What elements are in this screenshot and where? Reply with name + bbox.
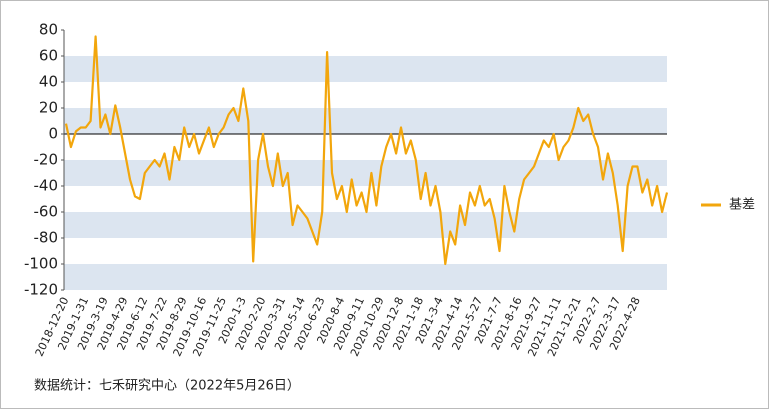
grid-band xyxy=(64,212,667,238)
y-tick-label: -20 xyxy=(34,151,59,169)
y-tick-label: -80 xyxy=(34,229,59,247)
grid-band xyxy=(64,108,667,134)
y-tick-label: 80 xyxy=(39,21,58,39)
y-tick-label: 20 xyxy=(39,99,58,117)
y-tick-label: 40 xyxy=(39,73,58,91)
data-line xyxy=(64,35,669,266)
y-tick-label: -40 xyxy=(34,177,59,195)
grid-band xyxy=(64,264,667,290)
y-tick-label: 0 xyxy=(48,125,58,143)
legend-label: 基差 xyxy=(729,198,755,213)
y-tick-label: -120 xyxy=(24,281,58,299)
source-note: 数据统计：七禾研究中心（2022年5月26日） xyxy=(34,379,300,394)
grid-band xyxy=(64,160,667,186)
grid-band xyxy=(64,56,667,82)
y-tick-label: -60 xyxy=(34,203,59,221)
y-tick-label: 60 xyxy=(39,47,58,65)
y-tick-label: -100 xyxy=(24,255,58,273)
